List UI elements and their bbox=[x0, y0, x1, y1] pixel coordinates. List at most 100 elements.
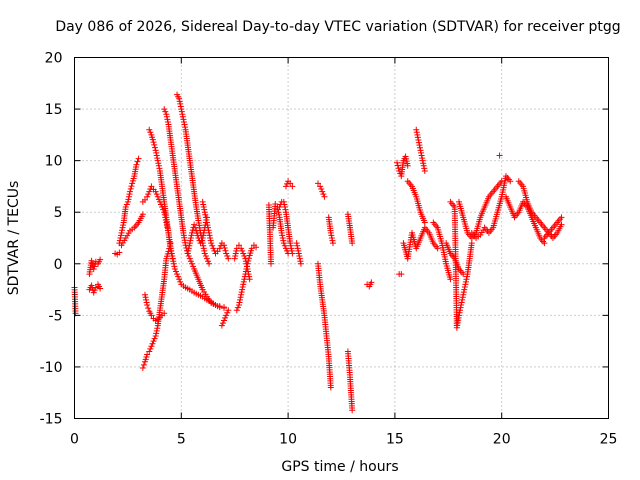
data-point bbox=[146, 348, 153, 355]
data-point bbox=[205, 227, 212, 234]
data-point bbox=[143, 296, 150, 303]
data-point bbox=[420, 162, 427, 169]
data-point bbox=[414, 131, 421, 138]
data-point bbox=[281, 204, 288, 211]
data-point bbox=[225, 307, 232, 314]
data-point bbox=[235, 242, 242, 249]
chart-title: Day 086 of 2026, Sidereal Day-to-day VTE… bbox=[55, 19, 620, 35]
data-point bbox=[287, 240, 294, 247]
data-point bbox=[180, 116, 187, 123]
data-point bbox=[146, 126, 153, 133]
data-point bbox=[238, 245, 245, 252]
data-point bbox=[457, 304, 464, 311]
data-point bbox=[460, 291, 467, 298]
data-point bbox=[241, 276, 248, 283]
data-point bbox=[224, 309, 231, 316]
data-point bbox=[434, 245, 441, 252]
data-point bbox=[119, 224, 126, 231]
data-point bbox=[154, 325, 161, 332]
data-point bbox=[181, 121, 188, 128]
data-point bbox=[221, 317, 228, 324]
data-point bbox=[152, 332, 159, 339]
data-point bbox=[288, 245, 295, 252]
data-point bbox=[203, 219, 210, 226]
data-point bbox=[200, 242, 207, 249]
data-point bbox=[145, 191, 152, 198]
data-point bbox=[144, 302, 151, 309]
data-point bbox=[315, 180, 322, 187]
data-point bbox=[202, 214, 209, 221]
data-point bbox=[151, 335, 158, 342]
x-tick-label: 20 bbox=[493, 432, 511, 448]
data-point bbox=[244, 265, 251, 272]
data-point bbox=[395, 165, 402, 172]
data-point bbox=[463, 276, 470, 283]
data-point bbox=[253, 244, 260, 251]
data-point bbox=[182, 124, 189, 131]
data-point bbox=[242, 255, 249, 262]
data-point bbox=[460, 289, 467, 296]
data-point bbox=[421, 219, 428, 226]
y-tick-label: 10 bbox=[45, 154, 63, 170]
data-point bbox=[282, 206, 289, 213]
data-point bbox=[419, 155, 426, 162]
data-point bbox=[197, 240, 204, 247]
y-tick-label: -10 bbox=[40, 360, 63, 376]
data-point bbox=[296, 253, 303, 260]
data-point bbox=[148, 183, 155, 190]
data-point bbox=[117, 235, 124, 241]
data-point bbox=[496, 152, 503, 159]
data-point bbox=[206, 232, 213, 239]
data-point bbox=[140, 361, 147, 368]
data-point bbox=[231, 255, 238, 262]
data-point bbox=[187, 237, 194, 244]
data-point bbox=[447, 276, 454, 283]
data-point bbox=[117, 232, 124, 239]
data-point bbox=[182, 242, 189, 249]
data-point bbox=[239, 286, 246, 293]
data-point bbox=[202, 253, 209, 260]
data-point bbox=[368, 279, 375, 286]
data-point bbox=[276, 204, 283, 211]
data-point bbox=[89, 260, 96, 267]
data-point bbox=[413, 126, 420, 133]
data-point bbox=[153, 149, 160, 156]
data-point bbox=[394, 162, 401, 169]
data-point bbox=[296, 255, 303, 262]
data-point bbox=[184, 250, 191, 257]
data-point bbox=[216, 304, 223, 311]
data-point bbox=[168, 250, 175, 257]
data-point bbox=[558, 214, 565, 221]
tick-labels: 0 5 10 15 20 25 -15 -10 -5 0 5 10 15 20 bbox=[40, 51, 618, 448]
data-point bbox=[122, 204, 129, 211]
data-point bbox=[288, 247, 295, 254]
axis-ticks bbox=[74, 57, 609, 419]
data-point bbox=[150, 139, 157, 146]
data-point bbox=[186, 240, 193, 247]
data-point bbox=[234, 304, 241, 311]
data-point bbox=[141, 196, 148, 203]
data-point bbox=[152, 147, 159, 154]
data-point bbox=[161, 310, 168, 317]
data-point bbox=[125, 196, 132, 203]
data-point bbox=[90, 289, 97, 296]
data-point bbox=[144, 351, 151, 358]
data-point bbox=[207, 237, 214, 244]
data-point bbox=[458, 299, 465, 306]
data-point bbox=[210, 245, 217, 252]
data-point bbox=[124, 198, 131, 205]
data-point bbox=[320, 191, 327, 198]
data-point bbox=[153, 152, 160, 159]
data-point bbox=[507, 178, 514, 185]
data-point bbox=[127, 185, 134, 192]
data-point bbox=[185, 253, 192, 260]
data-point bbox=[233, 307, 240, 314]
data-point bbox=[191, 221, 198, 228]
data-point bbox=[221, 244, 228, 251]
data-point bbox=[133, 161, 140, 168]
data-point bbox=[97, 256, 104, 263]
data-point bbox=[243, 260, 250, 267]
data-point bbox=[203, 216, 210, 223]
data-point bbox=[461, 286, 468, 293]
data-point bbox=[238, 291, 245, 298]
